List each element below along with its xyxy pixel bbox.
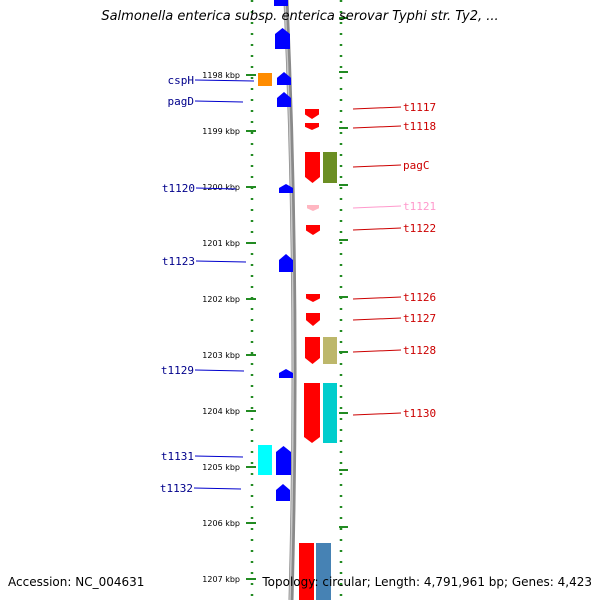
gene-label-connector bbox=[352, 205, 402, 209]
gene-feature-reverse[interactable] bbox=[299, 543, 314, 600]
gene-feature-t1117[interactable] bbox=[305, 109, 319, 119]
gene-feature-t1128-cds[interactable] bbox=[323, 337, 337, 364]
organism-title: Salmonella enterica subsp. enterica sero… bbox=[101, 9, 499, 24]
gene-label-t1127[interactable]: t1127 bbox=[403, 312, 436, 325]
gene-label-pagC[interactable]: pagC bbox=[403, 159, 430, 172]
gene-feature-t1132[interactable] bbox=[276, 484, 290, 501]
gene-label-t1129[interactable]: t1129 bbox=[161, 364, 194, 377]
scale-tick-label: 1201 kbp bbox=[202, 239, 240, 248]
gene-label-t1122[interactable]: t1122 bbox=[403, 222, 436, 235]
gene-label-connector bbox=[194, 100, 244, 103]
gene-label-t1128[interactable]: t1128 bbox=[403, 344, 436, 357]
gene-feature-pagC-cds[interactable] bbox=[323, 152, 337, 183]
gene-feature-t1127[interactable] bbox=[306, 313, 320, 326]
dotted-guides bbox=[250, 0, 343, 600]
gene-feature-forward[interactable] bbox=[275, 28, 290, 49]
gene-feature-t1131-cds[interactable] bbox=[258, 445, 272, 475]
gene-labels: cspH pagD t1120 t1123 t1129 t1131 t1132 t1117 t1… bbox=[160, 74, 436, 495]
gene-label-connector bbox=[352, 164, 402, 168]
gene-label-t1130[interactable]: t1130 bbox=[403, 407, 436, 420]
gene-feature-t1122[interactable] bbox=[306, 225, 320, 235]
gene-feature-pagC[interactable] bbox=[305, 152, 320, 183]
scale-tick-label: 1200 kbp bbox=[202, 183, 240, 192]
gene-label-connector bbox=[194, 79, 255, 82]
gene-feature-cspH[interactable] bbox=[258, 73, 272, 86]
gene-label-connector bbox=[195, 187, 237, 190]
gene-feature-t1130[interactable] bbox=[304, 383, 320, 443]
gene-label-t1132[interactable]: t1132 bbox=[160, 482, 193, 495]
genome-axis bbox=[283, 0, 297, 600]
gene-feature-t1126[interactable] bbox=[306, 294, 320, 302]
gene-feature-t1128[interactable] bbox=[305, 337, 320, 364]
gene-feature-t1120[interactable] bbox=[279, 184, 293, 193]
gene-feature-t1118[interactable] bbox=[305, 123, 319, 130]
scale-tick-label: 1203 kbp bbox=[202, 351, 240, 360]
gene-feature-t1129[interactable] bbox=[279, 369, 293, 378]
gene-features bbox=[258, 0, 337, 600]
scale-tick-label: 1199 kbp bbox=[202, 127, 240, 136]
gene-feature-pagD[interactable] bbox=[277, 92, 291, 107]
scale-tick-label: 1198 kbp bbox=[202, 71, 240, 80]
gene-label-connector bbox=[194, 369, 245, 372]
gene-label-t1118[interactable]: t1118 bbox=[403, 120, 436, 133]
gene-feature-reverse-cds[interactable] bbox=[316, 543, 331, 600]
scale-tick-label: 1202 kbp bbox=[202, 295, 240, 304]
gene-label-t1126[interactable]: t1126 bbox=[403, 291, 436, 304]
gene-label-cspH[interactable]: cspH bbox=[168, 74, 195, 87]
gene-feature-forward[interactable] bbox=[274, 0, 288, 6]
gene-feature-t1121[interactable] bbox=[307, 205, 319, 211]
genome-summary-text: Topology: circular; Length: 4,791,961 bp… bbox=[262, 575, 592, 589]
scale-tick-label: 1204 kbp bbox=[202, 407, 240, 416]
gene-label-connector bbox=[352, 412, 402, 416]
gene-feature-t1131[interactable] bbox=[276, 446, 291, 475]
gene-label-connector bbox=[194, 455, 244, 458]
scale-tick-label: 1206 kbp bbox=[202, 519, 240, 528]
gene-label-connector bbox=[352, 227, 402, 231]
gene-feature-cspH-partner[interactable] bbox=[277, 72, 291, 85]
gene-label-connector bbox=[195, 260, 247, 263]
gene-label-pagD[interactable]: pagD bbox=[168, 95, 195, 108]
accession-text: Accession: NC_004631 bbox=[8, 575, 145, 589]
gene-label-connector bbox=[352, 349, 402, 353]
gene-label-t1131[interactable]: t1131 bbox=[161, 450, 194, 463]
gene-label-connector bbox=[352, 317, 402, 321]
gene-label-t1117[interactable]: t1117 bbox=[403, 101, 436, 114]
gene-label-t1123[interactable]: t1123 bbox=[162, 255, 195, 268]
gene-label-t1120[interactable]: t1120 bbox=[162, 182, 195, 195]
scale-tick-label: 1205 kbp bbox=[202, 463, 240, 472]
gene-label-connector bbox=[193, 487, 242, 490]
scale-ticks: 1198 kbp 1199 kbp 1200 kbp 1201 kbp 1202 kbp… bbox=[202, 17, 348, 584]
gene-label-connector bbox=[352, 296, 402, 300]
gene-label-t1121[interactable]: t1121 bbox=[403, 200, 436, 213]
gene-feature-t1130-cds[interactable] bbox=[323, 383, 337, 443]
gene-feature-t1123[interactable] bbox=[279, 254, 293, 272]
gene-label-connector bbox=[352, 106, 402, 110]
gene-label-connector bbox=[352, 125, 402, 129]
scale-tick-label: 1207 kbp bbox=[202, 575, 240, 584]
